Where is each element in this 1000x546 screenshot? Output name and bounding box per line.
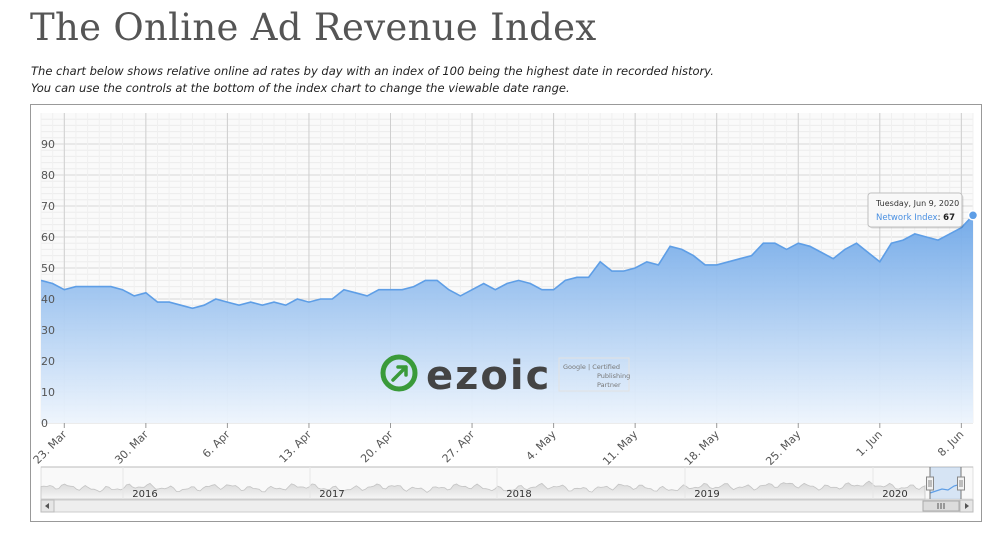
navigator-selected-line (929, 483, 962, 494)
ezoic-logo-icon (380, 354, 418, 392)
y-tick-label: 0 (41, 417, 48, 430)
ad-revenue-index-chart[interactable]: ezoic Google | Certified Publishing Partner… (30, 104, 982, 522)
chart-tooltip: Tuesday, Jun 9, 2020 Network Index: 67 (867, 192, 964, 229)
chart-description: The chart below shows relative online ad… (31, 63, 714, 97)
navigator-series (40, 480, 926, 500)
x-tick-label: 13. Apr (277, 428, 315, 466)
hover-point-marker[interactable] (967, 210, 979, 221)
x-tick-label: 8. Jun (935, 428, 966, 459)
badge-line-2: Publishing (597, 372, 630, 380)
ezoic-wordmark: ezoic (426, 353, 551, 399)
x-tick-label: 25. May (763, 428, 803, 468)
x-tick-label: 4. May (524, 428, 560, 464)
x-tick-label: 23. Mar (31, 428, 70, 467)
tooltip-date: Tuesday, Jun 9, 2020 (875, 199, 959, 208)
tooltip-separator: : (938, 213, 944, 223)
scroll-left-button[interactable] (40, 499, 55, 513)
y-tick-label: 60 (41, 231, 55, 244)
y-tick-label: 80 (41, 169, 55, 182)
description-line-1: The chart below shows relative online ad… (31, 64, 714, 78)
navigator-year-label: 2018 (506, 489, 531, 500)
scrollbar-grip-icon (937, 503, 945, 509)
badge-border (558, 357, 630, 392)
scroll-right-button[interactable] (959, 499, 974, 513)
chart-canvas[interactable]: ezoic Google | CertifiedPublishingPartner… (31, 105, 983, 523)
y-tick-label: 20 (41, 355, 55, 368)
badge-line-1: Google | Certified (563, 363, 620, 371)
description-line-2: You can use the controls at the bottom o… (31, 81, 570, 95)
y-tick-label: 50 (41, 262, 55, 275)
navigator-year-label: 2019 (694, 489, 719, 500)
navigator-right-handle[interactable] (957, 476, 965, 491)
date-range-navigator[interactable]: 2016 2017 2018 2019 2020 (40, 466, 974, 513)
navigator-left-handle[interactable] (926, 476, 934, 491)
tooltip-value: 67 (943, 213, 955, 223)
navigator-year-label: 2020 (882, 489, 907, 500)
arrow-left-icon (45, 503, 49, 509)
y-tick-label: 40 (41, 293, 55, 306)
navigator-selected-range[interactable] (930, 467, 961, 499)
y-tick-label: 70 (41, 200, 55, 213)
x-tick-label: 18. May (682, 428, 722, 468)
tooltip-value-line: Network Index: 67 (876, 213, 955, 223)
navigator-year-label: 2016 (132, 489, 157, 500)
scrollbar-track[interactable] (40, 499, 974, 513)
x-tick-label: 27. Apr (440, 428, 478, 466)
x-tick-label: 6. Apr (200, 428, 233, 461)
badge-line-3: Partner (597, 381, 621, 389)
x-tick-label: 1. Jun (854, 428, 885, 459)
tooltip-series-name: Network Index (876, 213, 938, 223)
tooltip-box (867, 192, 963, 228)
y-tick-label: 90 (41, 138, 55, 151)
x-tick-label: 20. Apr (358, 428, 396, 466)
hover-marker-layer (967, 210, 979, 221)
series-area-layer (41, 214, 973, 423)
series-line (41, 214, 973, 310)
series-area-fill (41, 215, 973, 423)
navigator-year-label: 2017 (319, 489, 344, 500)
x-tick-label: 30. Mar (112, 428, 151, 467)
x-tick-label: 11. May (600, 428, 640, 468)
y-tick-label: 30 (41, 324, 55, 337)
scrollbar-thumb[interactable] (922, 500, 960, 512)
page-title: The Online Ad Revenue Index (30, 6, 597, 49)
y-tick-label: 10 (41, 386, 55, 399)
arrow-right-icon (965, 503, 969, 509)
